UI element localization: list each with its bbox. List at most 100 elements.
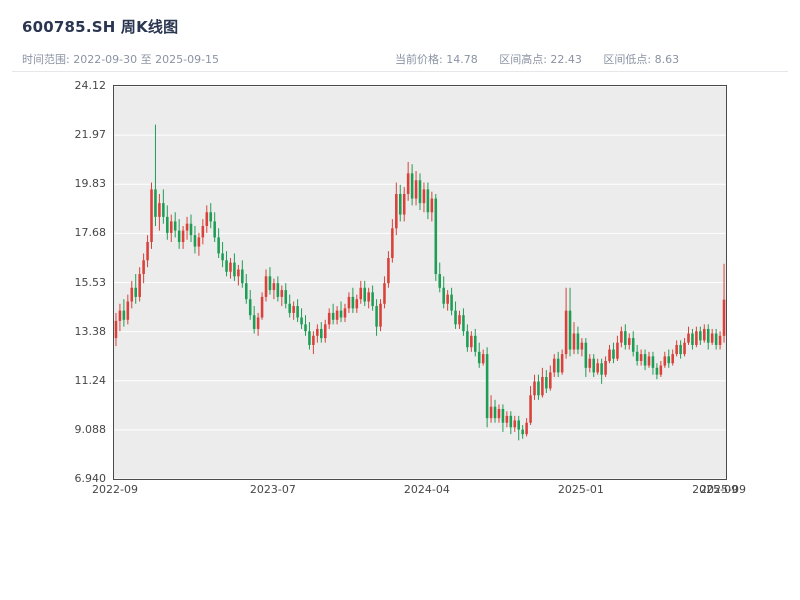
candle-body: [545, 376, 548, 389]
candle-body: [181, 230, 185, 243]
y-axis-label: 24.12: [74, 79, 107, 92]
candle-body: [722, 299, 726, 336]
y-axis-label: 19.83: [74, 177, 107, 191]
candle-body: [639, 354, 643, 361]
candle-body: [438, 274, 442, 288]
candle-body: [244, 283, 248, 300]
candle-body: [189, 223, 193, 236]
candle-body: [221, 253, 224, 261]
candle-body: [537, 381, 540, 396]
candle-body: [679, 344, 682, 355]
candle-body: [470, 335, 473, 348]
candle-body: [304, 324, 307, 332]
candle-body: [122, 310, 126, 320]
candle-body: [552, 358, 556, 373]
candle-body: [213, 221, 216, 238]
candle-body: [458, 315, 461, 325]
y-axis-label: 21.97: [74, 128, 107, 142]
candle-body: [367, 292, 370, 302]
candle-body: [391, 228, 394, 259]
candle-body: [371, 292, 374, 307]
candle-body: [549, 372, 552, 389]
candle-body: [663, 356, 667, 366]
header-divider: [12, 71, 788, 72]
candle-body: [296, 306, 299, 318]
candle-body: [489, 406, 493, 419]
candle-body: [576, 333, 580, 350]
candle-body: [596, 363, 599, 373]
candle-body: [529, 395, 532, 423]
candle-body: [320, 328, 323, 339]
candle-body: [114, 320, 118, 339]
candle-body: [600, 363, 603, 375]
candle-body: [158, 203, 161, 217]
candle-body: [193, 235, 197, 247]
x-axis-label: 2025-09: [700, 483, 746, 496]
candle-body: [568, 310, 572, 350]
candle-body: [612, 349, 615, 359]
candle-body: [387, 258, 390, 284]
candle-body: [695, 331, 698, 345]
candle-body: [229, 262, 232, 272]
candle-body: [513, 420, 517, 428]
candle-body: [284, 290, 288, 304]
candle-body: [473, 335, 477, 352]
candle-body: [173, 221, 177, 231]
candle-body: [426, 189, 430, 213]
candle-body: [450, 294, 453, 311]
candle-body: [398, 193, 402, 215]
candle-body: [466, 331, 469, 348]
candle-body: [446, 294, 449, 304]
candle-body: [327, 312, 331, 325]
candle-body: [355, 299, 359, 309]
candle-body: [383, 283, 386, 304]
candle-body: [631, 338, 635, 352]
candle-body: [237, 269, 240, 277]
candlestick-plot-area: [113, 85, 727, 480]
candle-body: [280, 290, 284, 297]
candle-body: [564, 310, 568, 355]
candle-body: [343, 308, 347, 318]
candle-body: [169, 221, 173, 233]
range-high-label: 区间高点: 22.43: [499, 53, 582, 66]
candle-body: [205, 212, 209, 226]
candle-body: [620, 331, 623, 343]
candle-body: [209, 212, 213, 222]
candle-body: [162, 203, 165, 217]
candle-body: [454, 310, 457, 325]
candle-body: [335, 310, 339, 320]
candle-body: [616, 342, 619, 359]
candle-body: [256, 317, 260, 329]
candle-body: [146, 242, 149, 261]
candle-body: [584, 342, 588, 368]
candle-body: [572, 333, 576, 350]
candle-body: [604, 360, 607, 375]
candle-body: [497, 409, 501, 419]
candle-body: [418, 180, 422, 204]
y-axis-label: 6.940: [74, 472, 107, 485]
candle-body: [635, 351, 639, 361]
candle-body: [351, 296, 355, 309]
candle-body: [402, 193, 406, 215]
candle-body: [379, 303, 382, 327]
candle-body: [363, 287, 367, 302]
candle-body: [300, 317, 303, 325]
candle-body: [505, 415, 509, 423]
y-axis-label: 15.53: [74, 275, 107, 289]
candle-body: [624, 331, 627, 345]
candle-body: [359, 287, 363, 300]
candle-body: [651, 356, 655, 368]
y-axis-label: 11.24: [74, 373, 107, 387]
candle-body: [501, 409, 505, 423]
candle-body: [260, 296, 264, 318]
candle-body: [718, 335, 722, 345]
candle-body: [177, 230, 181, 243]
candle-body: [185, 223, 189, 231]
candle-body: [699, 331, 702, 341]
candle-body: [667, 356, 671, 364]
candle-body: [331, 312, 335, 320]
candle-body: [525, 422, 528, 435]
candle-body: [481, 354, 485, 364]
y-axis: 24.12 21.97 19.83 17.68 15.53 13.38 11.24 9.088…: [52, 79, 107, 485]
candle-body: [521, 429, 524, 435]
